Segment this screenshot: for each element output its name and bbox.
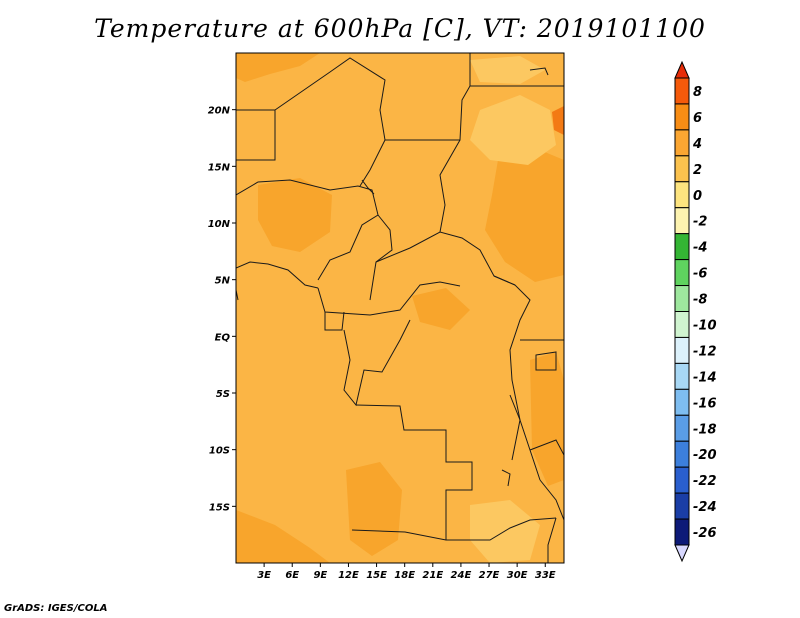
lat-tick-label: EQ	[215, 332, 231, 343]
lon-tick-label: 18E	[394, 570, 415, 581]
colorbar-swatch	[674, 181, 690, 209]
colorbar-level-label: -26	[693, 526, 717, 541]
warm-patch-west-sahel	[258, 178, 332, 252]
colorbar-level-label: -20	[693, 448, 717, 463]
lat-tick-label: 20N	[208, 106, 231, 117]
colorbar-level-label: -18	[693, 422, 717, 437]
colorbar-swatch	[674, 466, 690, 494]
colorbar-level-label: -10	[693, 318, 717, 333]
colorbar-level-label: 6	[693, 111, 702, 126]
colorbar-swatch	[674, 311, 690, 338]
warm-patch-east	[485, 150, 564, 282]
lon-tick-label: 3E	[257, 570, 271, 581]
colorbar-level-label: -6	[693, 267, 707, 282]
lat-tick-label: 5S	[216, 389, 230, 400]
lat-tick-label: 15N	[208, 162, 231, 173]
map-title: Temperature at 600hPa [C], VT: 201910110…	[94, 14, 706, 43]
colorbar-swatch	[674, 440, 690, 468]
colorbar-level-label: -14	[693, 370, 717, 385]
colorbar-level-label: -12	[693, 344, 717, 359]
warm-patch-small	[412, 288, 470, 330]
lon-tick-label: 33E	[535, 570, 556, 581]
map-frame	[235, 52, 565, 564]
lon-tick-label: 15E	[366, 570, 387, 581]
warm-patch-lakes	[530, 352, 564, 486]
lon-tick-label: 9E	[313, 570, 327, 581]
cool-patch-sudan	[470, 95, 556, 165]
colorbar-swatch	[674, 233, 690, 261]
map-area: 20N 15N 10N 5N EQ 5S 10S 15S 3E 6E 9E 12E 15E 18E 21E 2…	[208, 52, 565, 581]
warm-patch-angola	[346, 462, 402, 556]
lon-tick-label: 30E	[507, 570, 528, 581]
colorbar-swatch	[674, 362, 690, 390]
colorbar-swatch	[674, 492, 690, 520]
lon-tick-label: 12E	[338, 570, 359, 581]
colorbar-swatch	[674, 336, 690, 364]
lon-tick-label: 24E	[451, 570, 472, 581]
lon-tick-label: 21E	[422, 570, 443, 581]
colorbar-swatch	[674, 103, 690, 131]
colorbar-level-label: 4	[692, 137, 702, 152]
warm-patch-south	[236, 510, 330, 563]
colorbar-swatch	[674, 77, 690, 105]
colorbar-level-label: 0	[693, 189, 702, 204]
colorbar-max-arrow	[674, 60, 690, 79]
colorbar-swatch	[674, 414, 690, 442]
lat-tick-label: 5N	[215, 276, 231, 287]
lat-tick-label: 10S	[209, 446, 230, 457]
grads-credit: GrADS: IGES/COLA	[4, 603, 108, 614]
colorbar-swatch	[674, 155, 690, 183]
colorbar-level-label: -2	[693, 215, 707, 230]
colorbar-level-label: -16	[693, 396, 717, 411]
lat-tick-label: 15S	[209, 502, 230, 513]
colorbar-swatch	[674, 518, 690, 546]
colorbar-level-label: -4	[693, 241, 707, 256]
colorbar-level-label: -8	[693, 293, 707, 308]
colorbar-level-label: 2	[693, 163, 702, 178]
colorbar-level-label: 8	[693, 85, 702, 100]
country-borders	[236, 53, 564, 563]
lon-tick-label: 6E	[285, 570, 299, 581]
lat-tick-label: 10N	[208, 219, 231, 230]
lon-tick-label: 27E	[479, 570, 500, 581]
warm-patch-north	[236, 53, 320, 82]
colorbar-swatch	[674, 285, 690, 312]
colorbar-swatch	[674, 207, 690, 235]
map-axes: 20N 15N 10N 5N EQ 5S 10S 15S 3E 6E 9E 12E 15E 18E 21E 2…	[208, 106, 556, 581]
colorbar: 8 6 4 2 0 -2 -4 -6 -8 -10 -12 -14 -16 -18 -20 -22 -24 -26	[674, 60, 717, 563]
colorbar-swatch	[674, 388, 690, 416]
colorbar-swatch	[674, 129, 690, 157]
hot-spot-ne	[552, 106, 564, 135]
colorbar-swatch	[674, 259, 690, 287]
colorbar-min-arrow	[674, 544, 690, 563]
cool-patch-ne	[470, 56, 545, 84]
colorbar-level-label: -22	[693, 474, 717, 489]
colorbar-level-label: -24	[693, 500, 717, 515]
